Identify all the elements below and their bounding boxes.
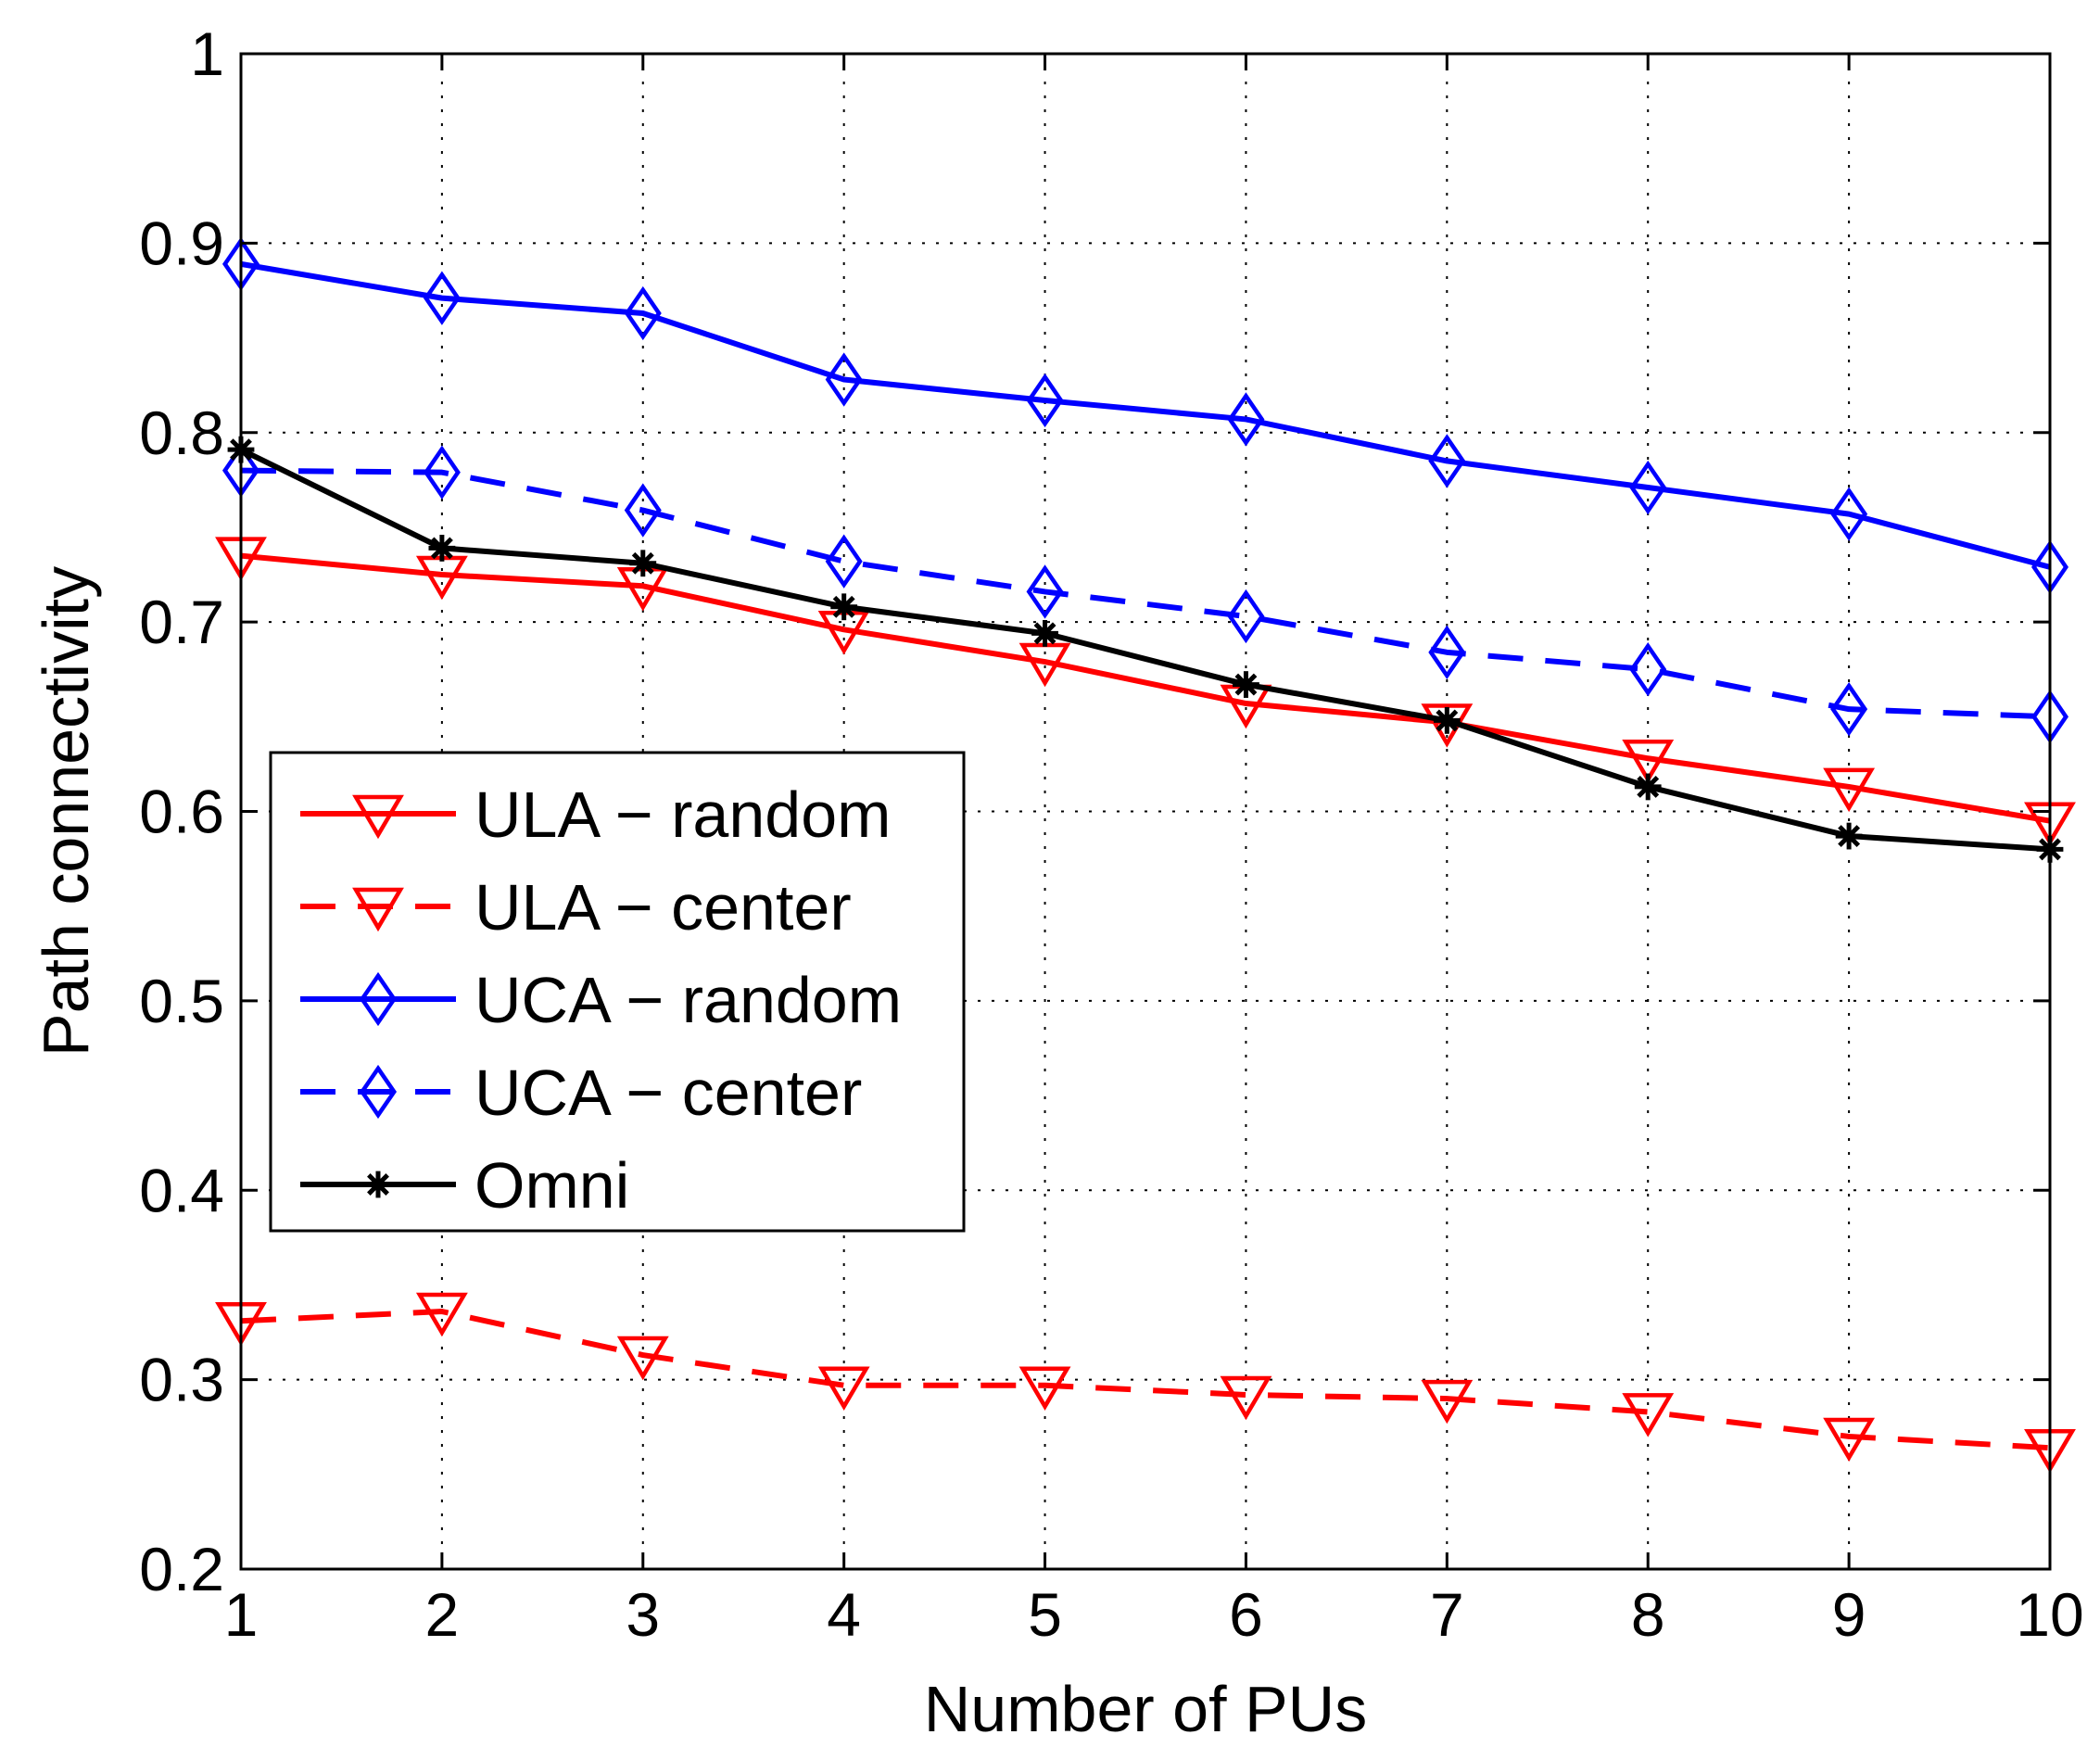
asterisk-marker (1835, 822, 1863, 850)
x-tick-label: 1 (224, 1580, 259, 1649)
asterisk-center (837, 601, 851, 614)
y-tick-label: 0.9 (139, 209, 224, 277)
diamond-marker (1629, 460, 1667, 515)
y-tick-label: 0.3 (139, 1346, 224, 1414)
legend-label: UCA − center (474, 1057, 862, 1129)
asterisk-center (1038, 627, 1052, 640)
diamond-marker (1830, 681, 1868, 737)
triangle-marker (352, 887, 404, 932)
x-axis-label: Number of PUs (924, 1673, 1367, 1745)
legend-label: ULA − center (474, 871, 852, 943)
asterisk-marker (364, 1171, 392, 1198)
asterisk-marker (428, 535, 456, 562)
triangle-marker (1823, 767, 1876, 813)
x-tick-label: 2 (425, 1580, 460, 1649)
diamond-marker (359, 971, 398, 1027)
legend-entry: ULA − center (300, 871, 852, 943)
asterisk-marker (1634, 773, 1662, 801)
diamond-marker (825, 352, 863, 407)
triangle-marker (1421, 1379, 1474, 1424)
diamond-marker (1227, 589, 1265, 644)
y-tick-label: 0.2 (139, 1535, 224, 1603)
asterisk-marker (629, 550, 657, 577)
y-tick-label: 0.5 (139, 967, 224, 1035)
triangle-marker (352, 794, 404, 840)
series-3 (221, 443, 2069, 744)
y-tick-label: 0.7 (139, 588, 224, 656)
legend-label: Omni (474, 1149, 629, 1222)
series-4 (227, 436, 2064, 863)
triangle-marker (415, 1292, 468, 1337)
legend-label: ULA − random (474, 779, 891, 851)
triangle-marker (817, 1366, 870, 1411)
asterisk-center (1440, 714, 1454, 728)
asterisk-marker (1031, 619, 1058, 647)
y-tick-label: 0.4 (139, 1156, 224, 1224)
series-line (240, 260, 2051, 570)
diamond-marker (1026, 564, 1064, 619)
legend-label: UCA − random (474, 964, 902, 1036)
triangle-marker (616, 1336, 669, 1381)
series-line (240, 1309, 2051, 1451)
asterisk-center (1641, 780, 1654, 793)
diamond-marker (624, 285, 662, 341)
diamond-marker (624, 483, 662, 538)
series-2 (221, 236, 2069, 595)
asterisk-center (436, 541, 449, 555)
legend-entry: Omni (300, 1149, 629, 1222)
asterisk-center (637, 557, 650, 570)
y-axis-label: Path connectivity (30, 566, 102, 1057)
diamond-marker (825, 534, 863, 589)
legend-entry: UCA − center (300, 1057, 862, 1129)
x-tick-label: 7 (1430, 1580, 1464, 1649)
x-tick-label: 4 (827, 1580, 861, 1649)
y-tick-label: 1 (190, 19, 224, 88)
triangle-marker (1018, 1366, 1071, 1411)
x-tick-label: 10 (2016, 1580, 2083, 1649)
legend-entry: UCA − random (300, 964, 902, 1036)
diamond-marker (1428, 434, 1466, 488)
x-tick-label: 5 (1028, 1580, 1062, 1649)
triangle-marker (1220, 1375, 1272, 1421)
diamond-marker (1026, 373, 1064, 428)
diamond-marker (1629, 642, 1667, 697)
x-tick-label: 9 (1832, 1580, 1866, 1649)
diamond-marker (423, 271, 461, 325)
asterisk-marker (1433, 707, 1461, 734)
legend-box (269, 751, 966, 1233)
triangle-marker (1622, 740, 1675, 784)
grid (241, 54, 2050, 1569)
diamond-marker (1830, 487, 1868, 541)
triangle-marker (1823, 1417, 1876, 1462)
series-line (239, 447, 2051, 853)
legend-entry: ULA − random (300, 779, 891, 851)
y-tick-label: 0.6 (139, 778, 224, 846)
asterisk-marker (1233, 671, 1259, 698)
series-line (240, 467, 2051, 720)
series-layer (215, 236, 2076, 1474)
asterisk-marker (830, 593, 858, 621)
asterisk-center (1842, 829, 1855, 842)
ticks (239, 52, 2052, 1571)
y-tick-label: 0.8 (139, 399, 224, 467)
asterisk-center (372, 1178, 385, 1191)
asterisk-center (1239, 677, 1253, 691)
diamond-marker (359, 1064, 398, 1120)
x-tick-label: 8 (1631, 1580, 1665, 1649)
x-tick-label: 3 (626, 1580, 660, 1649)
diamond-marker (1227, 392, 1265, 447)
triangle-marker (1622, 1393, 1675, 1437)
tick-labels: 1 2 3 4 5 6 7 8 9 10 0.2 0.3 0.4 0.5 0.6 0.7 0.8 0.9 1 (139, 19, 2083, 1649)
series-line (240, 552, 2051, 824)
diamond-marker (423, 445, 461, 500)
legend: ULA − random ULA − center UCA − random UCA … (269, 751, 966, 1233)
diamond-marker (1428, 625, 1466, 680)
x-tick-label: 6 (1229, 1580, 1263, 1649)
